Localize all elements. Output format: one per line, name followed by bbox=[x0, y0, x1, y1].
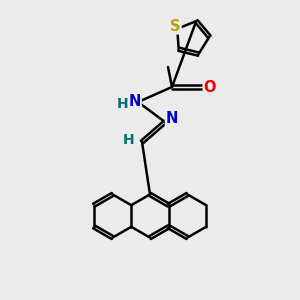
Text: H: H bbox=[117, 97, 128, 110]
Text: S: S bbox=[170, 19, 181, 34]
Text: N: N bbox=[129, 94, 141, 110]
Text: O: O bbox=[203, 80, 216, 94]
Text: N: N bbox=[165, 111, 178, 126]
Text: H: H bbox=[123, 134, 134, 148]
